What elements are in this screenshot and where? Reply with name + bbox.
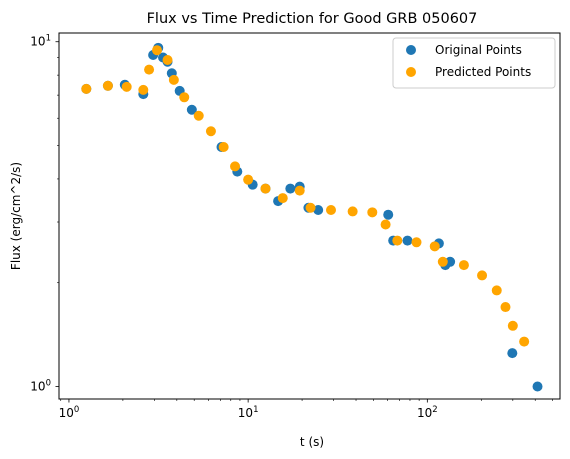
original-point	[285, 183, 296, 194]
predicted-point	[81, 83, 92, 94]
predicted-point	[102, 80, 113, 91]
predicted-point	[392, 235, 403, 246]
y-tick-label: 101	[30, 34, 51, 49]
x-tick-label: 102	[417, 405, 438, 420]
predicted-point	[121, 81, 132, 92]
original-point	[186, 104, 197, 115]
legend-marker-predicted	[406, 67, 416, 77]
predicted-point	[277, 193, 288, 204]
predicted-point	[380, 219, 391, 230]
predicted-point	[168, 74, 179, 85]
legend-label-original: Original Points	[435, 43, 522, 57]
y-axis-ticks: 100 101	[30, 34, 59, 394]
predicted-point	[458, 260, 469, 271]
predicted-point	[325, 205, 336, 216]
predicted-point	[218, 142, 229, 153]
predicted-point	[437, 256, 448, 267]
predicted-point	[411, 237, 422, 248]
original-point	[402, 235, 413, 246]
predicted-point	[347, 206, 358, 217]
predicted-point	[294, 185, 305, 196]
predicted-point	[519, 336, 530, 347]
x-axis-label: t (s)	[300, 435, 324, 449]
y-axis-label: Flux (erg/cm^2/s)	[9, 162, 23, 270]
legend-label-predicted: Predicted Points	[435, 65, 531, 79]
predicted-point	[205, 126, 216, 137]
y-tick-label: 100	[30, 379, 51, 394]
x-tick-label: 101	[238, 405, 259, 420]
predicted-point	[138, 84, 149, 95]
predicted-point	[367, 207, 378, 218]
legend-box	[392, 37, 556, 89]
legend: Original Points Predicted Points	[392, 37, 556, 89]
predicted-point	[491, 285, 502, 296]
data-points	[81, 42, 543, 392]
predicted-point	[500, 302, 511, 313]
predicted-point	[305, 202, 316, 213]
legend-marker-original	[406, 45, 416, 55]
original-point	[445, 256, 456, 267]
original-point	[532, 381, 543, 392]
series-original-points	[81, 42, 543, 392]
plot-frame	[58, 32, 561, 400]
predicted-point	[260, 183, 271, 194]
predicted-point	[507, 320, 518, 331]
predicted-point	[162, 55, 173, 66]
predicted-point	[179, 92, 190, 103]
predicted-point	[151, 45, 162, 56]
original-point	[507, 348, 518, 359]
original-point	[313, 205, 324, 216]
x-axis-ticks: 100 101 102	[59, 399, 553, 420]
predicted-point	[243, 174, 254, 185]
predicted-point	[144, 64, 155, 75]
predicted-point	[230, 161, 241, 172]
predicted-point	[193, 110, 204, 121]
x-tick-label: 100	[59, 405, 80, 420]
original-point	[383, 209, 394, 220]
predicted-point	[429, 241, 440, 252]
predicted-point	[477, 270, 488, 281]
series-predicted-points	[81, 45, 530, 347]
chart-title: Flux vs Time Prediction for Good GRB 050…	[147, 11, 478, 27]
